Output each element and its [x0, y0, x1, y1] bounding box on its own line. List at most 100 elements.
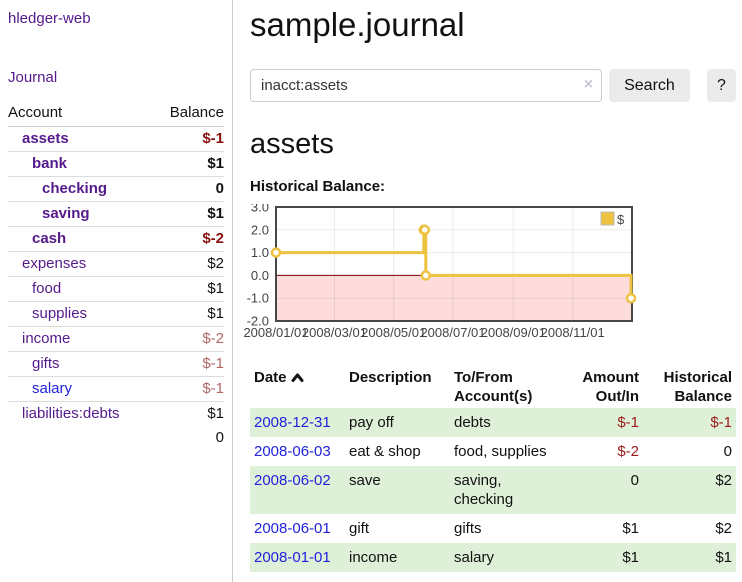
- sidebar-account-balance: $1: [153, 402, 224, 427]
- sidebar-account-link[interactable]: food: [32, 280, 61, 297]
- register-amount-cell: $-1: [565, 408, 643, 437]
- register-accounts-cell: debts: [450, 408, 565, 437]
- sidebar-total-balance: 0: [153, 426, 224, 450]
- account-heading: assets: [250, 128, 736, 161]
- brand-link[interactable]: hledger-web: [8, 10, 232, 27]
- sidebar-accounts-table: Account Balance assets $-1 bank $1 checking 0…: [8, 102, 224, 450]
- sidebar-account-balance: 0: [153, 177, 224, 202]
- svg-text:2008/11/01: 2008/11/01: [541, 325, 605, 340]
- sidebar-account-cell: cash: [8, 227, 153, 252]
- register-row: 2008-12-31pay offdebts$-1$-1: [250, 408, 736, 437]
- register-column-header: To/From Account(s): [450, 366, 565, 408]
- sidebar-account-row: supplies$1: [8, 302, 224, 327]
- main-content: sample.journal × Search ? assets Histori…: [250, 0, 736, 572]
- sidebar-account-row: income $-2: [8, 327, 224, 352]
- register-row: 2008-06-01giftgifts$1$2: [250, 514, 736, 543]
- sidebar-account-link[interactable]: gifts: [32, 355, 60, 372]
- page-title: sample.journal: [250, 6, 736, 44]
- register-balance-cell: $2: [643, 466, 736, 514]
- sidebar-account-link[interactable]: assets: [22, 130, 69, 147]
- register-row: 2008-06-03eat & shopfood, supplies$-20: [250, 437, 736, 466]
- transaction-date-link[interactable]: 2008-01-01: [254, 549, 331, 566]
- sidebar-account-cell: saving: [8, 202, 153, 227]
- sidebar-account-link[interactable]: supplies: [32, 305, 87, 322]
- sidebar-item-journal[interactable]: Journal: [8, 69, 232, 86]
- sidebar-account-cell: supplies: [8, 302, 153, 327]
- sidebar-account-cell: expenses: [8, 252, 153, 277]
- register-table: Date Description To/From Account(s) Amount…: [250, 366, 736, 572]
- sidebar-accounts-header-row: Account Balance: [8, 102, 224, 127]
- sidebar-total-spacer: [8, 426, 153, 450]
- sidebar-account-link[interactable]: income: [22, 330, 70, 347]
- sidebar-account-balance: $-1: [153, 127, 224, 152]
- register-balance-cell: $-1: [643, 408, 736, 437]
- search-input[interactable]: [250, 69, 602, 102]
- sidebar: hledger-web Journal Account Balance asse…: [0, 0, 232, 450]
- svg-text:2008/09/01: 2008/09/01: [481, 325, 546, 340]
- svg-text:2008/03/01: 2008/03/01: [302, 325, 367, 340]
- sidebar-total-row: 0: [8, 426, 224, 450]
- sidebar-account-row: cash $-2: [8, 227, 224, 252]
- svg-text:2008/01/01: 2008/01/01: [243, 325, 308, 340]
- historical-balance-chart[interactable]: $3.02.01.00.0-1.0-2.02008/01/012008/03/0…: [242, 204, 642, 344]
- sidebar-account-cell: liabilities:debts: [8, 402, 153, 427]
- transaction-date-link[interactable]: 2008-06-03: [254, 443, 331, 460]
- sidebar-account-cell: gifts: [8, 352, 153, 377]
- sidebar-account-cell: bank: [8, 152, 153, 177]
- svg-text:2008/05/01: 2008/05/01: [361, 325, 426, 340]
- sidebar-account-row: liabilities:debts $1: [8, 402, 224, 427]
- legend-label: $: [617, 212, 625, 227]
- sidebar-account-row: checking 0: [8, 177, 224, 202]
- register-date-cell: 2008-12-31: [250, 408, 345, 437]
- sidebar-account-cell: food: [8, 277, 153, 302]
- register-date-cell: 2008-06-02: [250, 466, 345, 514]
- sidebar-account-cell: salary: [8, 377, 153, 402]
- sidebar-account-link[interactable]: bank: [32, 155, 67, 172]
- sidebar-account-link[interactable]: checking: [42, 180, 107, 197]
- register-column-label: Amount Out/In: [582, 369, 639, 405]
- sidebar-account-balance: $1: [153, 277, 224, 302]
- sidebar-account-row: saving$1: [8, 202, 224, 227]
- sidebar-account-link[interactable]: salary: [32, 380, 72, 397]
- register-description-cell: income: [345, 543, 450, 572]
- sidebar-divider: [232, 0, 233, 582]
- sidebar-account-row: assets $-1: [8, 127, 224, 152]
- svg-text:-1.0: -1.0: [247, 291, 269, 306]
- register-row: 2008-01-01incomesalary$1$1: [250, 543, 736, 572]
- svg-text:0.0: 0.0: [251, 268, 269, 283]
- accounts-header-account: Account: [8, 102, 153, 127]
- register-accounts-cell: salary: [450, 543, 565, 572]
- transaction-date-link[interactable]: 2008-06-01: [254, 520, 331, 537]
- clear-search-icon[interactable]: ×: [584, 76, 593, 94]
- sidebar-account-balance: $-1: [153, 377, 224, 402]
- register-column-label: Historical Balance: [664, 369, 732, 405]
- register-column-label: To/From Account(s): [454, 369, 532, 405]
- register-amount-cell: 0: [565, 466, 643, 514]
- register-row: 2008-06-02savesaving, checking0$2: [250, 466, 736, 514]
- sidebar-account-link[interactable]: expenses: [22, 255, 86, 272]
- accounts-header-balance: Balance: [153, 102, 224, 127]
- sidebar-account-link[interactable]: liabilities:debts: [22, 405, 120, 422]
- svg-text:3.0: 3.0: [251, 204, 269, 215]
- register-header-row: Date Description To/From Account(s) Amount…: [250, 366, 736, 408]
- transaction-date-link[interactable]: 2008-12-31: [254, 414, 331, 431]
- register-amount-cell: $-2: [565, 437, 643, 466]
- register-column-header[interactable]: Date: [250, 366, 345, 408]
- help-button[interactable]: ?: [707, 69, 736, 102]
- sidebar-account-link[interactable]: saving: [42, 205, 90, 222]
- register-balance-cell: $2: [643, 514, 736, 543]
- transaction-date-link[interactable]: 2008-06-02: [254, 472, 331, 489]
- sidebar-account-link[interactable]: cash: [32, 230, 66, 247]
- sidebar-account-balance: $2: [153, 252, 224, 277]
- register-accounts-cell: gifts: [450, 514, 565, 543]
- register-date-cell: 2008-01-01: [250, 543, 345, 572]
- register-column-label: Description: [349, 369, 432, 386]
- sidebar-accounts-body: assets$-1bank$1checking0saving$1cash$-2e…: [8, 127, 224, 427]
- search-button[interactable]: Search: [609, 69, 690, 102]
- legend-swatch-icon: [601, 212, 614, 225]
- register-column-label: Date: [254, 369, 287, 386]
- sidebar-account-row: gifts$-1: [8, 352, 224, 377]
- sidebar-account-balance: $-2: [153, 227, 224, 252]
- sidebar-account-balance: $-2: [153, 327, 224, 352]
- register-description-cell: gift: [345, 514, 450, 543]
